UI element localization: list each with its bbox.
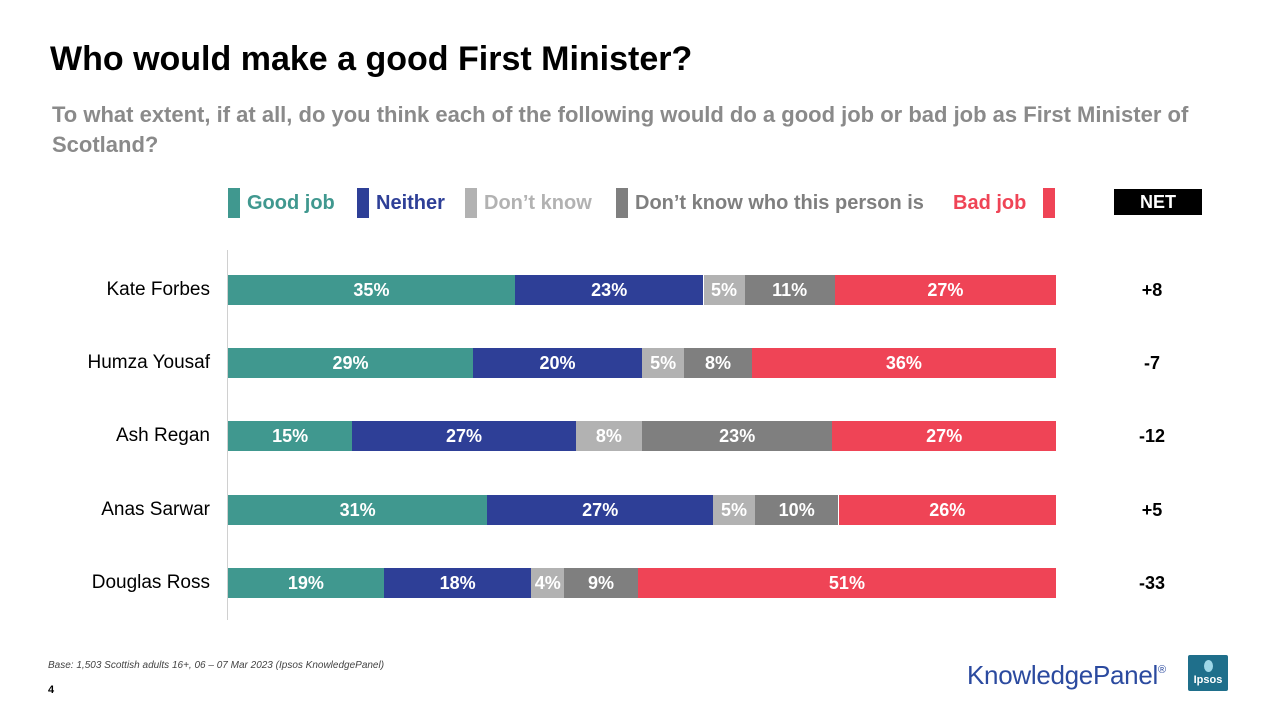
brand-name: KnowledgePanel (967, 660, 1158, 690)
bar-segment-dontknow: 8% (575, 421, 642, 452)
legend-label-bad: Bad job (953, 192, 1027, 214)
category-label: Douglas Ross (91, 571, 210, 593)
ipsos-logo: Ipsos (1188, 655, 1228, 691)
bar-segment-neither: 27% (487, 494, 714, 525)
bar-segment-bad: 36% (751, 348, 1056, 379)
bar-segment-bad: 27% (832, 421, 1056, 452)
page-title: Who would make a good First Minister? (50, 40, 693, 78)
bar-segment-dontknow: 5% (713, 494, 755, 525)
legend-label-dontknowperson: Don’t know who this person is (635, 192, 924, 214)
survey-question: To what extent, if at all, do you think … (52, 102, 1189, 157)
bar-segment-dontknow: 5% (703, 275, 745, 305)
bar-segment-bad: 26% (838, 494, 1056, 525)
page-number: 4 (48, 684, 55, 696)
bar-segment-neither: 18% (383, 567, 532, 598)
bar-segment-neither: 20% (473, 348, 642, 379)
bar-segment-dontknow: 5% (642, 348, 685, 379)
net-value: -7 (1143, 353, 1160, 374)
bar-segment-dontknowperson: 23% (642, 421, 833, 452)
ipsos-logo-mark (1204, 660, 1213, 672)
legend-swatch-dontknow (465, 188, 477, 218)
category-label: Kate Forbes (106, 279, 211, 300)
legend-swatch-bad (1043, 188, 1055, 218)
bar-segment-dontknow: 4% (531, 567, 565, 598)
bar-segment-good: 29% (228, 348, 473, 379)
bar-segment-neither: 27% (352, 421, 576, 452)
bar-segment-neither: 23% (514, 275, 704, 305)
category-label: Anas Sarwar (101, 498, 210, 520)
net-value: +8 (1141, 280, 1163, 300)
legend-swatch-dontknowperson (616, 188, 628, 218)
bar-segment-dontknowperson: 9% (564, 567, 638, 598)
bar-segment-dontknowperson: 11% (744, 275, 835, 305)
net-value: -12 (1138, 426, 1165, 447)
legend-label-neither: Neither (376, 192, 445, 214)
bar-segment-good: 35% (228, 275, 515, 305)
bar-segment-good: 15% (228, 421, 353, 452)
net-header: NET (1114, 189, 1202, 215)
bar-segment-dontknowperson: 10% (754, 494, 839, 525)
registered-mark: ® (1157, 664, 1166, 676)
legend-label-good: Good job (247, 192, 335, 214)
legend-swatch-neither (357, 188, 369, 218)
base-note: Base: 1,503 Scottish adults 16+, 06 – 07… (48, 660, 385, 671)
legend-swatch-good (228, 188, 240, 218)
bar-segment-bad: 51% (637, 567, 1056, 598)
bar-segment-bad: 27% (834, 275, 1056, 305)
bar-segment-good: 31% (228, 494, 488, 525)
chart-axis-line (227, 250, 228, 620)
legend-label-dontknow: Don’t know (484, 192, 592, 214)
bar-segment-dontknowperson: 8% (684, 348, 752, 379)
bar-segment-good: 19% (228, 567, 384, 598)
ipsos-logo-text: Ipsos (1193, 674, 1223, 686)
knowledgepanel-logo: KnowledgePanel® (967, 660, 1166, 691)
category-label: Humza Yousaf (87, 352, 210, 374)
net-value: +5 (1141, 499, 1163, 520)
category-label: Ash Regan (115, 425, 210, 447)
net-value: -33 (1138, 572, 1165, 593)
